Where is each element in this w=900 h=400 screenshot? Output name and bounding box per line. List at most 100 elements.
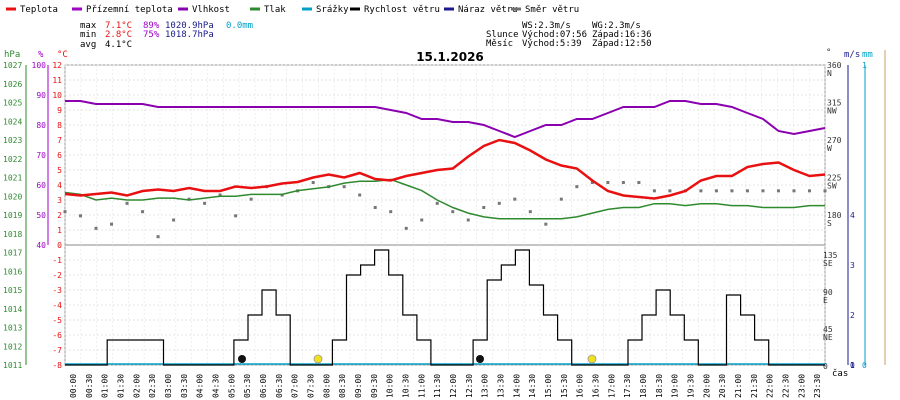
temp-tick: 10 bbox=[52, 91, 62, 100]
wind-direction-point bbox=[79, 214, 83, 218]
wind-direction-point bbox=[497, 201, 501, 205]
stat-max-label: max bbox=[80, 21, 97, 31]
moon-set-marker bbox=[476, 355, 484, 363]
wind-direction-point bbox=[125, 201, 129, 205]
dir-label: SW bbox=[827, 182, 837, 191]
wind-direction-point bbox=[668, 189, 672, 193]
hpa-tick: 1015 bbox=[3, 286, 22, 295]
x-tick-label: 14:30 bbox=[528, 374, 537, 398]
stat-max-temp: 7.1°C bbox=[105, 21, 132, 31]
wind-direction-point bbox=[745, 189, 749, 193]
x-tick-label: 04:00 bbox=[196, 374, 205, 398]
ms-tick: 2 bbox=[850, 311, 855, 320]
x-tick-label: 05:00 bbox=[227, 374, 236, 398]
x-tick-label: 17:30 bbox=[623, 374, 632, 398]
unit-mm: mm bbox=[862, 50, 873, 60]
humidity-line bbox=[65, 100, 826, 139]
ms-tick: 4 bbox=[850, 211, 855, 220]
dir-label: NW bbox=[827, 107, 837, 116]
wind-direction-point bbox=[575, 185, 579, 189]
x-tick-label: 10:00 bbox=[386, 374, 395, 398]
temp-tick: -3 bbox=[52, 286, 62, 295]
legend-label: Směr větru bbox=[525, 5, 579, 15]
x-tick-label: 19:00 bbox=[671, 374, 680, 398]
wind-direction-point bbox=[358, 193, 362, 197]
x-tick-label: 16:30 bbox=[591, 374, 600, 398]
dir-label: SE bbox=[823, 259, 833, 268]
stat-min-hum: 75% bbox=[143, 30, 160, 40]
x-tick-label: 01:30 bbox=[116, 374, 125, 398]
wind-direction-point bbox=[234, 214, 238, 218]
wind-ws: WS:2.3m/s bbox=[522, 21, 571, 31]
stat-min-press: 1018.7hPa bbox=[165, 30, 214, 40]
sun-set: Západ:16:36 bbox=[592, 30, 652, 40]
dir-label: W bbox=[827, 144, 832, 153]
x-tick-label: 15:00 bbox=[544, 374, 553, 398]
dir-label: E bbox=[823, 296, 828, 305]
dir-tick: 270 bbox=[827, 136, 842, 145]
wind-direction-point bbox=[342, 185, 346, 189]
wind-direction-point bbox=[110, 222, 114, 226]
hpa-tick: 1017 bbox=[3, 249, 22, 258]
temp-tick: -1 bbox=[52, 256, 62, 265]
legend-label: Tlak bbox=[264, 5, 286, 15]
x-tick-label: 05:30 bbox=[243, 374, 252, 398]
unit-hpa: hPa bbox=[4, 50, 20, 60]
pct-tick: 70 bbox=[36, 151, 46, 160]
hpa-tick: 1011 bbox=[3, 361, 22, 370]
x-tick-label: 13:00 bbox=[481, 374, 490, 398]
stat-max-rain: 0.0mm bbox=[226, 21, 253, 31]
x-tick-label: 11:00 bbox=[417, 374, 426, 398]
dir-tick: 180 bbox=[827, 211, 842, 220]
temp-tick: 3 bbox=[57, 196, 62, 205]
x-tick-label: 15:30 bbox=[560, 374, 569, 398]
wind-direction-point bbox=[203, 201, 207, 205]
x-tick-label: 07:30 bbox=[306, 374, 315, 398]
legend-label: Teplota bbox=[20, 5, 58, 15]
wind-direction-point bbox=[451, 210, 455, 214]
hpa-tick: 1023 bbox=[3, 136, 22, 145]
unit-time: čas bbox=[832, 368, 848, 379]
x-tick-label: 06:00 bbox=[259, 374, 268, 398]
wind-direction-point bbox=[373, 206, 377, 209]
grid bbox=[64, 64, 826, 366]
stat-min-temp: 2.8°C bbox=[105, 30, 132, 40]
wind-direction-point bbox=[63, 210, 67, 214]
legend: Teplota Přízemní teplota Vlhkost Tlak Srážky… bbox=[6, 5, 579, 15]
temp-tick: -2 bbox=[52, 271, 62, 280]
x-tick-label: 06:30 bbox=[275, 374, 284, 398]
temp-tick: 1 bbox=[57, 226, 62, 235]
temperature-line bbox=[64, 138, 826, 200]
hpa-tick: 1014 bbox=[3, 305, 22, 314]
legend-label: Vlhkost bbox=[192, 5, 230, 15]
wind-direction-point bbox=[590, 181, 594, 184]
wind-direction-point bbox=[559, 197, 563, 201]
temp-tick: 6 bbox=[57, 151, 62, 160]
ms-tick: 1 bbox=[850, 361, 855, 370]
wind-direction-point bbox=[807, 189, 811, 193]
wind-direction-point bbox=[652, 189, 656, 193]
pct-tick: 90 bbox=[36, 91, 46, 100]
moon-rise: Východ:5:39 bbox=[522, 39, 582, 49]
x-tick-label: 22:00 bbox=[766, 374, 775, 398]
x-tick-label: 01:00 bbox=[101, 374, 110, 398]
x-tick-label: 16:00 bbox=[576, 374, 585, 398]
x-tick-label: 23:30 bbox=[813, 374, 822, 398]
temp-tick: 5 bbox=[57, 166, 62, 175]
x-tick-label: 07:00 bbox=[291, 374, 300, 398]
x-tick-label: 21:00 bbox=[734, 374, 743, 398]
pct-tick: 50 bbox=[36, 211, 46, 220]
pct-tick: 60 bbox=[36, 181, 46, 190]
hpa-tick: 1025 bbox=[3, 99, 22, 108]
wind-direction-point bbox=[404, 226, 408, 230]
wind-direction-point bbox=[482, 206, 486, 209]
pct-tick: 100 bbox=[32, 61, 47, 70]
pct-tick: 80 bbox=[36, 121, 46, 130]
dir-tick: 315 bbox=[827, 99, 842, 108]
x-tick-label: 14:00 bbox=[512, 374, 521, 398]
x-tick-label: 00:00 bbox=[69, 374, 78, 398]
temp-tick: 7 bbox=[57, 136, 62, 145]
dir-tick: 135 bbox=[823, 251, 838, 260]
temp-tick: -5 bbox=[52, 316, 62, 325]
hpa-tick: 1012 bbox=[3, 342, 22, 351]
